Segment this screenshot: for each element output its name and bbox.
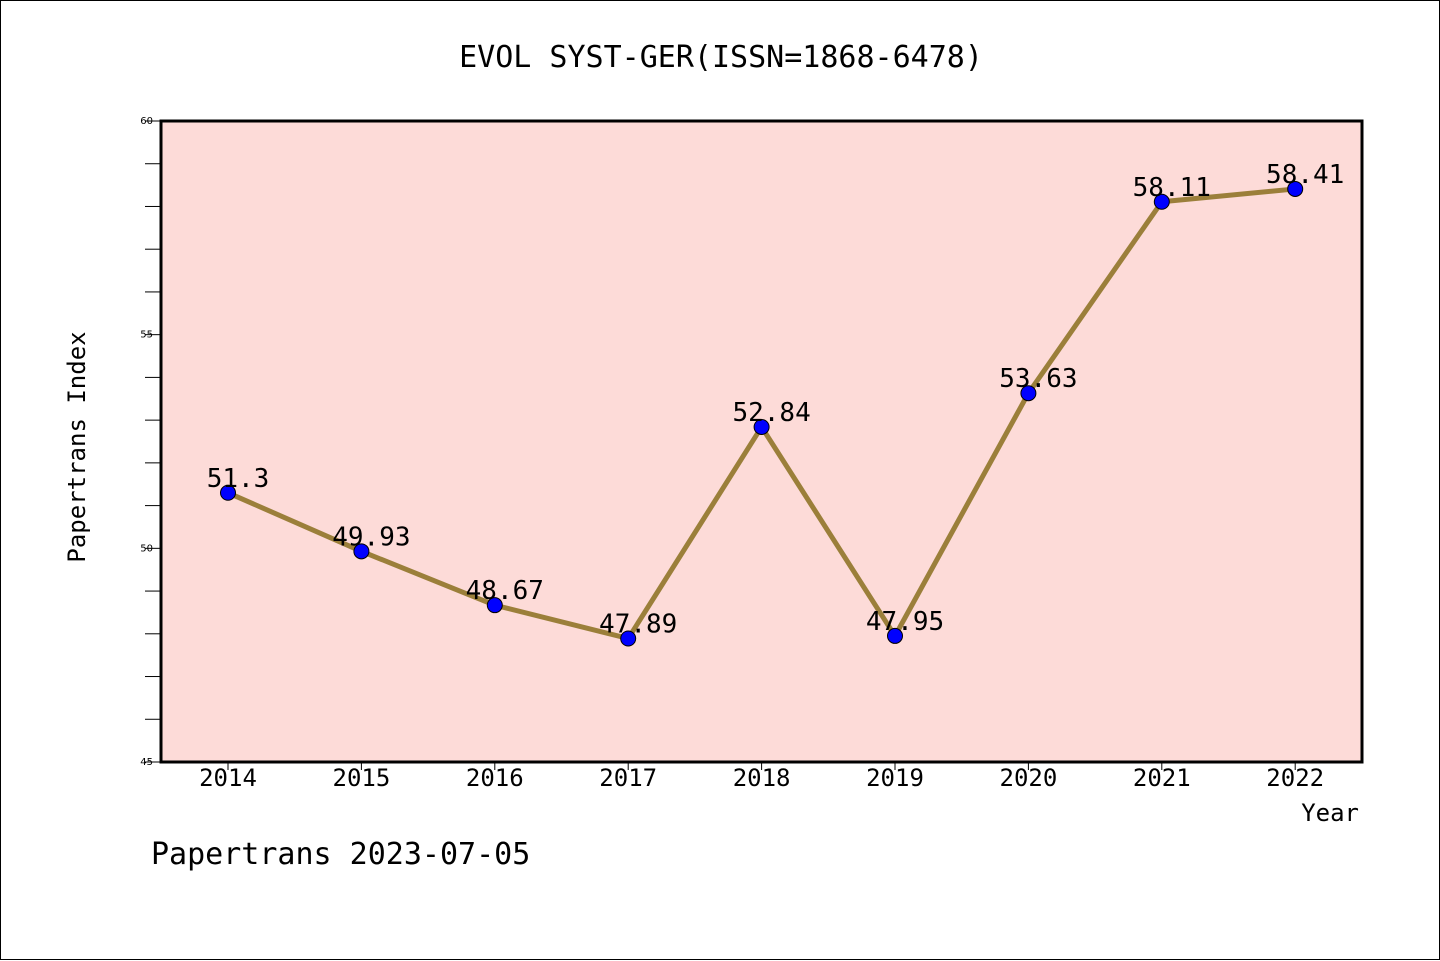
data-point xyxy=(1287,180,1304,197)
x-axis-ticks: 2014 2015 2016 2017 2018 2019 2020 2021 2022 xyxy=(199,762,1324,792)
data-label: 51.3 xyxy=(207,464,270,494)
x-tick-label: 2019 xyxy=(866,764,924,792)
y-tick-label: 60 xyxy=(140,116,153,127)
data-point xyxy=(887,627,903,644)
data-label: 47.89 xyxy=(599,610,677,640)
x-tick-label: 2018 xyxy=(733,764,791,792)
data-label: 47.95 xyxy=(866,607,944,637)
x-tick-label: 2022 xyxy=(1266,764,1324,792)
series: 51.3 49.93 48.67 47.89 52.84 47.95 53.63 58.11 5… xyxy=(207,160,1344,647)
data-point xyxy=(753,418,770,435)
y-tick-label: 55 xyxy=(140,330,153,341)
data-label: 52.84 xyxy=(732,398,810,428)
x-tick-label: 2020 xyxy=(1000,764,1058,792)
x-tick-label: 2016 xyxy=(466,764,524,792)
x-axis-label: Year xyxy=(1301,799,1359,827)
data-point xyxy=(1020,385,1037,402)
y-tick-label: 50 xyxy=(140,543,153,554)
y-axis-label: Papertrans Index xyxy=(63,331,91,562)
y-tick-label: 45 xyxy=(140,757,153,768)
data-label: 58.41 xyxy=(1266,160,1344,190)
data-label: 48.67 xyxy=(466,576,544,606)
x-tick-label: 2015 xyxy=(333,764,391,792)
data-point xyxy=(620,630,637,647)
plot-area xyxy=(159,119,1364,764)
x-tick-label: 2021 xyxy=(1133,764,1191,792)
y-axis-ticks: 45 50 55 60 xyxy=(140,116,161,768)
data-label: 53.63 xyxy=(999,364,1077,394)
data-point xyxy=(486,597,503,614)
data-label: 58.11 xyxy=(1133,173,1211,203)
x-tick-label: 2017 xyxy=(599,764,657,792)
data-label: 49.93 xyxy=(332,522,410,552)
data-point xyxy=(1153,193,1170,210)
x-tick-label: 2014 xyxy=(199,764,257,792)
footer-credit: Papertrans 2023-07-05 xyxy=(151,837,530,872)
data-point xyxy=(353,543,370,560)
data-point xyxy=(220,484,236,501)
chart-title: EVOL SYST-GER(ISSN=1868-6478) xyxy=(459,40,983,75)
